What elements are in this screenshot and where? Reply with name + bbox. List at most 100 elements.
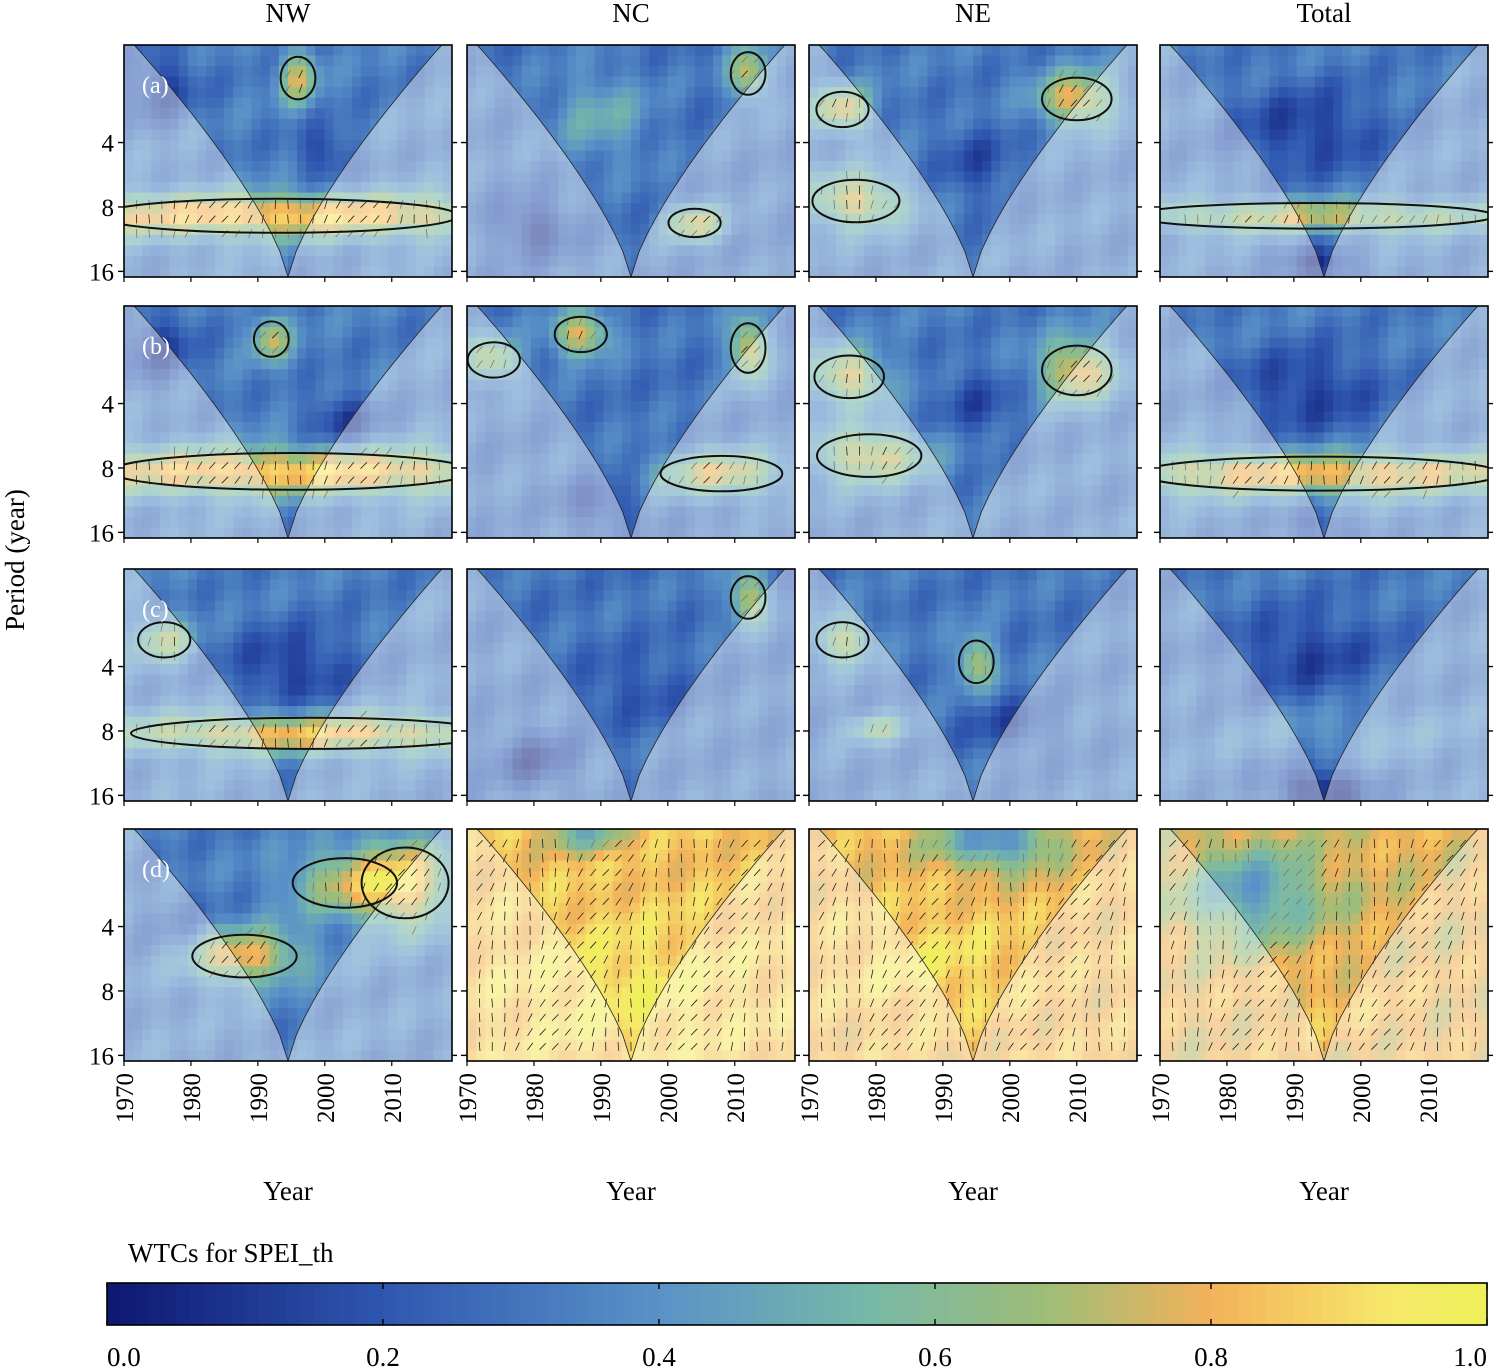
heatmap-cell [160, 76, 171, 88]
heatmap-cell [1187, 66, 1197, 78]
heatmap-cell [649, 316, 659, 328]
heatmap-cell [233, 150, 243, 162]
heatmap-cell [151, 443, 161, 455]
heatmap-cell [1342, 66, 1352, 78]
heatmap-cell [297, 97, 307, 109]
heatmap-cell [379, 213, 389, 225]
heatmap-cell [1278, 66, 1289, 78]
heatmap-cell [424, 348, 435, 360]
heatmap-cell [767, 245, 778, 257]
heatmap-cell [594, 369, 605, 381]
heatmap-cell [640, 266, 650, 277]
heatmap-cell [954, 97, 965, 109]
heatmap-cell [415, 390, 426, 402]
heatmap-cell [667, 161, 678, 173]
heatmap-cell [178, 171, 189, 183]
heatmap-cell [809, 255, 819, 267]
heatmap-cell [845, 150, 856, 162]
heatmap-cell [379, 203, 389, 215]
heatmap-cell [658, 203, 668, 215]
heatmap-cell [1415, 129, 1425, 141]
heatmap-cell [731, 411, 741, 423]
heatmap-cell [963, 150, 974, 162]
phase-arrow [324, 200, 328, 209]
heatmap-cell [1232, 255, 1243, 267]
heatmap-cell [196, 182, 207, 194]
heatmap-cell [1278, 139, 1289, 151]
heatmap-cell [621, 76, 632, 88]
heatmap-cell [1160, 76, 1170, 88]
heatmap-cell [187, 422, 198, 434]
heatmap-cell [233, 129, 243, 141]
heatmap-cell [1127, 97, 1137, 109]
heatmap-cell [433, 464, 444, 476]
heatmap-cell [1278, 266, 1289, 277]
heatmap-cell [1314, 129, 1325, 141]
heatmap-cell [512, 485, 523, 497]
heatmap-cell [1251, 150, 1261, 162]
heatmap-cell [306, 97, 316, 109]
heatmap-cell [379, 422, 389, 434]
heatmap-cell [1169, 245, 1179, 257]
heatmap-cell [567, 485, 577, 497]
heatmap-cell [918, 118, 928, 130]
heatmap-cell [342, 255, 353, 267]
heatmap-cell [567, 422, 577, 434]
heatmap-cell [685, 495, 696, 507]
heatmap-cell [1027, 161, 1038, 173]
heatmap-cell [467, 369, 477, 381]
heatmap-cell [945, 182, 956, 194]
heatmap-cell [1232, 45, 1243, 57]
heatmap-cell [370, 255, 380, 267]
heatmap-cell [1251, 55, 1261, 67]
heatmap-cell [360, 432, 371, 444]
heatmap-cell [722, 245, 732, 257]
heatmap-cell [749, 224, 760, 236]
heatmap-cell [485, 171, 495, 183]
heatmap-cell [1009, 76, 1020, 88]
heatmap-cell [1018, 118, 1029, 130]
heatmap-cell [872, 55, 883, 67]
heatmap-cell [658, 213, 668, 225]
heatmap-cell [740, 234, 750, 246]
phase-arrow [335, 200, 342, 209]
heatmap-cell [278, 66, 289, 78]
heatmap-cell [1187, 224, 1197, 236]
heatmap-cell [549, 443, 559, 455]
heatmap-cell [333, 327, 344, 339]
heatmap-cell [1360, 139, 1371, 151]
heatmap-cell [685, 316, 696, 328]
heatmap-cell [900, 108, 910, 120]
heatmap-cell [722, 161, 732, 173]
heatmap-cell [1091, 224, 1102, 236]
heatmap-cell [297, 453, 307, 465]
heatmap-cell [854, 245, 865, 257]
heatmap-cell [269, 369, 280, 381]
heatmap-cell [1091, 192, 1102, 204]
heatmap-cell [476, 432, 486, 444]
heatmap-cell [215, 224, 225, 236]
heatmap-cell [713, 348, 723, 360]
heatmap-cell [196, 55, 207, 67]
heatmap-cell [503, 316, 514, 328]
heatmap-cell [1324, 192, 1334, 204]
heatmap-cell [612, 369, 623, 381]
heatmap-cell [424, 422, 435, 434]
heatmap-cell [1251, 97, 1261, 109]
heatmap-cell [530, 108, 541, 120]
heatmap-cell [585, 245, 596, 257]
phase-arrow [196, 476, 203, 484]
heatmap-cell [288, 161, 298, 173]
heatmap-cell [433, 369, 444, 381]
heatmap-cell [585, 422, 596, 434]
heatmap-cell [324, 527, 335, 538]
heatmap-cell [251, 55, 262, 67]
heatmap-cell [758, 474, 769, 486]
heatmap-cell [731, 118, 741, 130]
heatmap-cell [703, 422, 714, 434]
heatmap-cell [379, 76, 389, 88]
heatmap-cell [603, 213, 614, 225]
heatmap-cell [1100, 66, 1111, 78]
heatmap-cell [433, 213, 444, 225]
heatmap-cell [1223, 192, 1234, 204]
